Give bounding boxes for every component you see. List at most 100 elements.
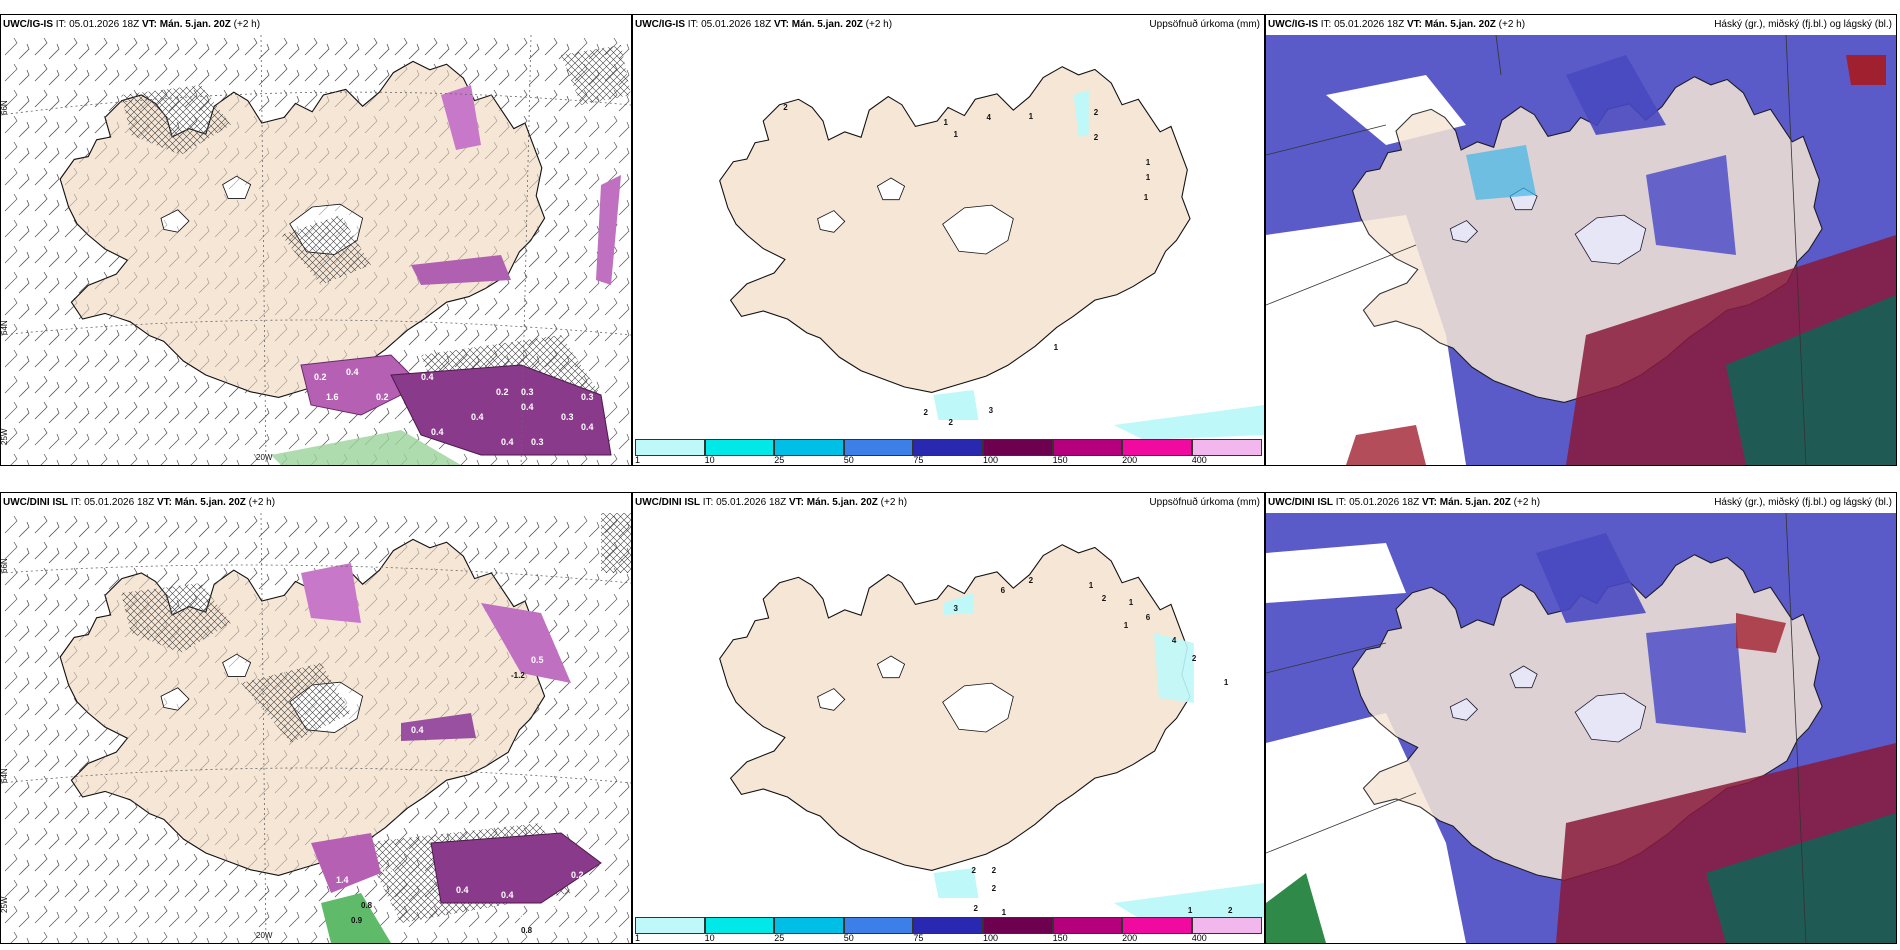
- value-label: 0.3: [521, 387, 534, 397]
- panel-header: UWC/IG-IS IT: 05.01.2026 18Z VT: Mán. 5.…: [633, 15, 1264, 35]
- panel-header: UWC/DINI ISL IT: 05.01.2026 18Z VT: Mán.…: [633, 493, 1264, 513]
- value-label: 4: [1172, 636, 1177, 645]
- value-label: 0.4: [471, 412, 484, 422]
- lon-label-20: 20W: [256, 931, 273, 940]
- legend-swatch: [843, 917, 914, 934]
- cloud-cover-map[interactable]: [1266, 35, 1896, 465]
- lead-time: (+2 h): [233, 19, 261, 30]
- legend-tick: 100: [982, 933, 999, 943]
- value-label: 1: [1029, 112, 1034, 121]
- value-label: 1: [954, 130, 959, 139]
- lat-label-64: 64N: [1, 768, 9, 783]
- value-label: 0.3: [581, 392, 594, 402]
- value-label: 0.9: [351, 916, 363, 925]
- value-label: 0.3: [561, 412, 574, 422]
- lon-label-20: 20W: [256, 453, 273, 462]
- value-label: 0.4: [501, 890, 514, 900]
- legend-tick: 100: [982, 455, 999, 465]
- value-label: 0.8: [361, 901, 373, 910]
- value-label: 2: [923, 408, 928, 417]
- value-label: 1: [1146, 173, 1151, 182]
- value-label: 0.2: [551, 905, 564, 915]
- legend-swatch: [704, 917, 775, 934]
- legend-tick: 400: [1191, 933, 1207, 943]
- value-label: 2: [972, 866, 977, 875]
- lat-label-64: 64N: [1, 320, 9, 335]
- value-label: 6: [1001, 586, 1006, 595]
- value-label: 1.4: [336, 875, 349, 885]
- value-label: 0.4: [421, 372, 434, 382]
- lead-time: (+2 h): [248, 497, 276, 508]
- value-label: 0.4: [411, 725, 424, 735]
- valid-time: VT: Mán. 5.jan. 20Z: [1421, 497, 1511, 508]
- legend-tick: 1: [635, 933, 641, 943]
- panel-bottom-left: UWC/DINI ISL IT: 05.01.2026 18Z VT: Mán.…: [0, 492, 632, 944]
- legend-tick: 400: [1191, 455, 1207, 465]
- init-time: IT: 05.01.2026 18Z: [55, 19, 140, 30]
- value-label: 0.3: [511, 910, 524, 920]
- model-name: UWC/IG-IS: [635, 19, 685, 30]
- lon-label-25: 25W: [1, 896, 9, 913]
- value-label: 1: [1089, 581, 1094, 590]
- panel-bottom-right: UWC/DINI ISL IT: 05.01.2026 18Z VT: Mán.…: [1265, 492, 1897, 944]
- panel-header: UWC/IG-IS IT: 05.01.2026 18Z VT: Mán. 5.…: [1266, 15, 1896, 35]
- legend-tick: 25: [774, 933, 785, 943]
- accumulated-precip-map[interactable]: 3 6 2 1 2 1 6 1 4 2 1 2 2 2 2 1 1 2: [633, 513, 1264, 943]
- lead-time: (+2 h): [1513, 497, 1541, 508]
- legend-swatch: [843, 439, 914, 456]
- value-label: 4: [987, 113, 992, 122]
- value-label: 2: [1094, 108, 1099, 117]
- value-label: 2: [992, 884, 997, 893]
- valid-time: VT: Mán. 5.jan. 20Z: [141, 19, 231, 30]
- model-name: UWC/IG-IS: [3, 19, 53, 30]
- valid-time: VT: Mán. 5.jan. 20Z: [788, 497, 878, 508]
- legend-swatch: [635, 439, 705, 456]
- value-label: 2: [992, 866, 997, 875]
- wind-precip-map[interactable]: 66N 64N 20W 25W -1.2 0.5 0.4 0.4 0.2 0.4…: [1, 513, 631, 943]
- value-label: 1: [1224, 678, 1229, 687]
- lead-time: (+2 h): [1498, 19, 1526, 30]
- legend-swatch: [913, 917, 983, 934]
- legend-tick: 200: [1122, 933, 1138, 943]
- value-label: 0.2: [496, 387, 509, 397]
- precip-colorbar: 1 10 25 50 75 100 150 200 400: [635, 439, 1262, 465]
- wind-precip-map[interactable]: 66N 64N 20W 25W 0.2 0.4 1.6 0.2 0.4 0.4 …: [1, 35, 631, 465]
- value-label: 1: [1188, 906, 1193, 915]
- value-label: 3: [954, 604, 959, 613]
- value-label: 2: [974, 904, 979, 913]
- accumulated-precip-map[interactable]: 2 2 1 1 4 1 2 2 1 1 1 1 2 3 6: [633, 35, 1264, 465]
- panel-bottom-middle: UWC/DINI ISL IT: 05.01.2026 18Z VT: Mán.…: [632, 492, 1265, 944]
- legend-tick: 150: [1052, 455, 1068, 465]
- init-time: IT: 05.01.2026 18Z: [70, 497, 155, 508]
- value-label: 6: [1146, 613, 1151, 622]
- precip-colorbar: 1 10 25 50 75 100 150 200 400: [635, 917, 1262, 943]
- field-title: Háský (gr.), miðský (fj.bl.) og lágský (…: [1714, 497, 1892, 508]
- value-label: 0.4: [581, 422, 594, 432]
- legend-swatch: [982, 917, 1053, 934]
- value-label: 1: [1146, 158, 1151, 167]
- value-label: 0.2: [571, 870, 584, 880]
- value-label: 2: [949, 418, 954, 427]
- legend-tick: 150: [1052, 933, 1068, 943]
- legend-swatch: [774, 917, 844, 934]
- legend-swatch: [982, 439, 1053, 456]
- model-name: UWC/IG-IS: [1268, 19, 1318, 30]
- legend-swatch: [774, 439, 844, 456]
- legend-tick: 10: [704, 455, 715, 465]
- panel-header: UWC/DINI ISL IT: 05.01.2026 18Z VT: Mán.…: [1, 493, 631, 513]
- value-label: 2: [1094, 133, 1099, 142]
- value-label: 1: [1144, 193, 1149, 202]
- value-label: 1: [1002, 908, 1007, 917]
- value-label: 0.4: [501, 437, 514, 447]
- init-time: IT: 05.01.2026 18Z: [1335, 497, 1420, 508]
- legend-swatch: [913, 439, 983, 456]
- value-label: 2: [783, 103, 788, 112]
- precip-value-labels: 2 2 1 1 4 1 2 2 1 1 1 1 2 3 6: [783, 103, 1214, 452]
- field-title: Háský (gr.), miðský (fj.bl.) og lágský (…: [1714, 19, 1892, 30]
- value-label: 0.3: [381, 865, 394, 875]
- init-time: IT: 05.01.2026 18Z: [1320, 19, 1405, 30]
- value-label: 2: [1228, 906, 1233, 915]
- legend-tick: 25: [774, 455, 785, 465]
- cloud-cover-map[interactable]: [1266, 513, 1896, 943]
- legend-tick: 75: [913, 933, 924, 943]
